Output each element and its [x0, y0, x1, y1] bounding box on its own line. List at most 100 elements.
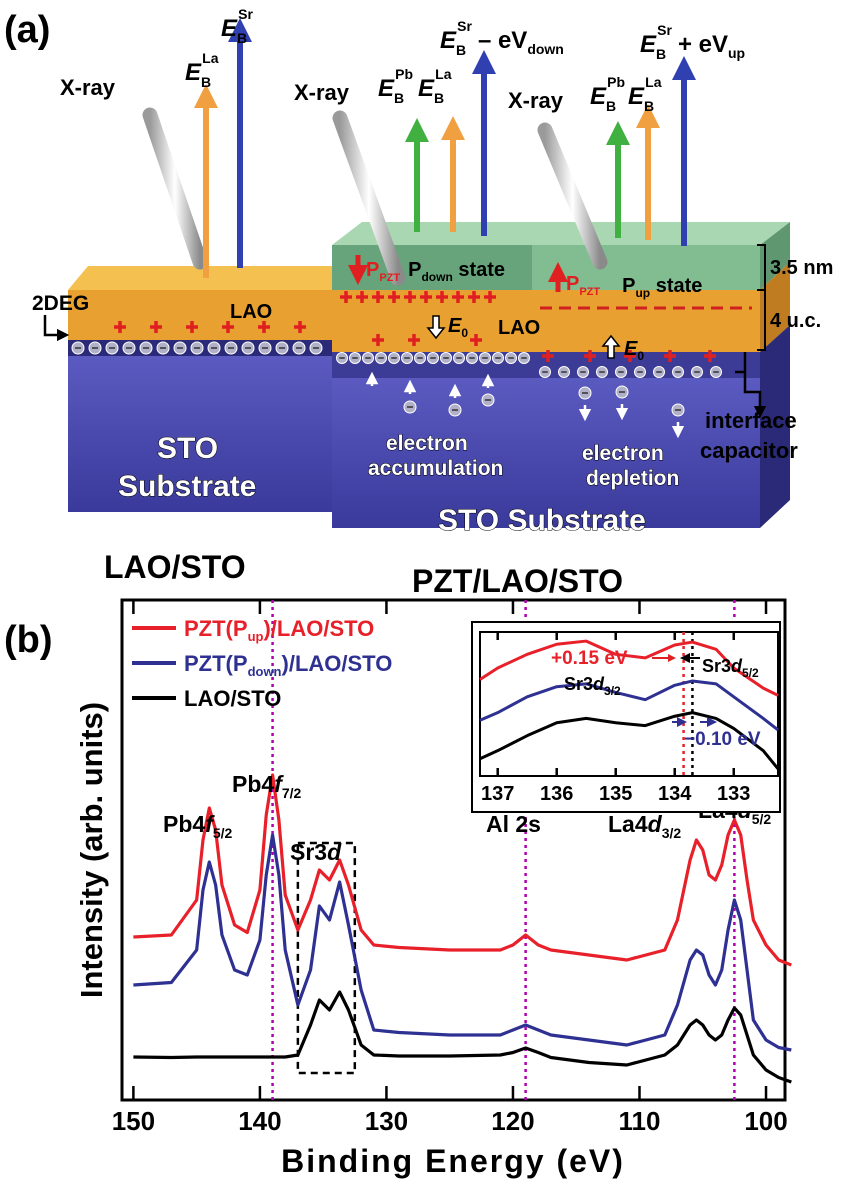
t: Pb [607, 74, 625, 90]
t: E [185, 59, 202, 86]
x-tick-label: 136 [540, 783, 573, 805]
shift-label: +0.15 eV [551, 648, 628, 669]
x-tick-label: 134 [658, 783, 692, 805]
t: P [408, 259, 421, 281]
accumulation-label: accumulation [368, 457, 503, 480]
x-tick-label: 120 [491, 1106, 534, 1136]
lao-top [68, 266, 352, 290]
t: E [640, 31, 657, 58]
spectrum-line [133, 992, 791, 1082]
t: 0 [637, 349, 644, 363]
t: B [644, 98, 654, 114]
t: B [394, 90, 404, 106]
t: P [622, 275, 635, 297]
t: Pb4 [232, 771, 274, 797]
energy-label: EBLa [418, 66, 452, 106]
t: 5/2 [752, 811, 772, 827]
caption: LAO/STO [104, 549, 246, 585]
legend-label: PZT(Pdown)/LAO/STO [184, 651, 392, 679]
t: 5/2 [213, 825, 233, 841]
peak-label: La4d3/2 [608, 811, 681, 841]
t: E [378, 75, 395, 102]
t: – eV [478, 27, 527, 54]
capacitor-label: interface [705, 408, 797, 433]
lao-layer [68, 290, 332, 340]
shift-label: −0.10 eV [684, 729, 761, 750]
t: Pb [395, 66, 413, 82]
t: E [418, 75, 435, 102]
t: Sr3 [290, 839, 327, 865]
t: P [566, 273, 579, 295]
panel-label: (b) [4, 619, 53, 661]
t: B [201, 74, 211, 90]
t: B [237, 30, 247, 46]
xray-label: X-ray [60, 75, 116, 100]
t: B [656, 46, 666, 62]
sto-label: STO [157, 432, 218, 465]
t: Pb4 [163, 811, 205, 837]
t: Sr3 [564, 674, 593, 694]
x-axis-title: Binding Energy (eV) [281, 1143, 625, 1179]
energy-label: EB Pb [378, 66, 413, 106]
energy-label: EB La [185, 50, 219, 90]
legend-text: PZT(P [184, 616, 248, 641]
peak-label: Pb4f7/2 [232, 771, 302, 801]
lao-layer [332, 290, 760, 352]
panel-a-diagram: (a) X-ray X-ray X-ray EBLa EBSr EBPb EBL… [4, 6, 833, 599]
xray-label: X-ray [294, 80, 350, 105]
spectrum-line [133, 835, 791, 1050]
legend-text: down [248, 664, 282, 679]
t: PZT [579, 286, 600, 298]
t: 5/2 [742, 666, 759, 680]
2deg-label: 2DEG [32, 292, 89, 315]
x-tick-label: 100 [744, 1106, 787, 1136]
legend-label: LAO/STO [184, 686, 281, 711]
x-tick-label: 137 [481, 783, 514, 805]
t: 3/2 [604, 684, 621, 698]
t: E [448, 315, 462, 337]
t: Sr [238, 6, 253, 22]
t: La [202, 50, 219, 66]
t: d [648, 811, 663, 837]
lao-label: LAO [498, 317, 540, 339]
t: up [728, 45, 745, 61]
figure: (a) X-ray X-ray X-ray EBLa EBSr EBPb EBL… [0, 0, 841, 1185]
legend-text: up [248, 629, 264, 644]
t: Sr [457, 18, 472, 34]
t: B [434, 90, 444, 106]
energy-label: EBSr+ eVup [640, 22, 745, 62]
lao-label: LAO [230, 301, 272, 323]
legend-label: PZT(Pup)/LAO/STO [184, 616, 374, 644]
t: up [635, 286, 650, 300]
depletion-label: depletion [586, 467, 679, 490]
capacitor-label: capacitor [700, 438, 798, 463]
t: E [440, 27, 457, 54]
peak-label: Pb4f5/2 [163, 811, 233, 841]
x-tick-label: 133 [717, 783, 750, 805]
t: E [628, 83, 645, 110]
t: B [456, 42, 466, 58]
t: 0 [461, 326, 468, 340]
t: down [527, 41, 564, 57]
t: PZT [379, 272, 400, 284]
t: d [327, 839, 342, 865]
t: Sr [657, 22, 672, 38]
y-axis-title: Intensity (arb. units) [74, 702, 109, 998]
energy-label: EBLa [628, 74, 662, 114]
t: E [221, 15, 238, 42]
energy-label: EB Sr [221, 6, 253, 46]
t: state [650, 275, 702, 297]
t: 7/2 [282, 785, 302, 801]
2deg-arrow [45, 315, 63, 335]
t: E [590, 83, 607, 110]
t: state [453, 259, 505, 281]
legend-text: LAO/STO [184, 686, 281, 711]
t: Sr3 [702, 656, 731, 676]
energy-label: EBPb [590, 74, 625, 114]
panel-label: (a) [4, 9, 50, 51]
x-tick-label: 110 [619, 1106, 661, 1136]
x-tick-label: 130 [365, 1106, 408, 1136]
accumulation-label: electron [386, 432, 468, 455]
depletion-label: electron [582, 442, 664, 465]
t: La4 [608, 811, 648, 837]
